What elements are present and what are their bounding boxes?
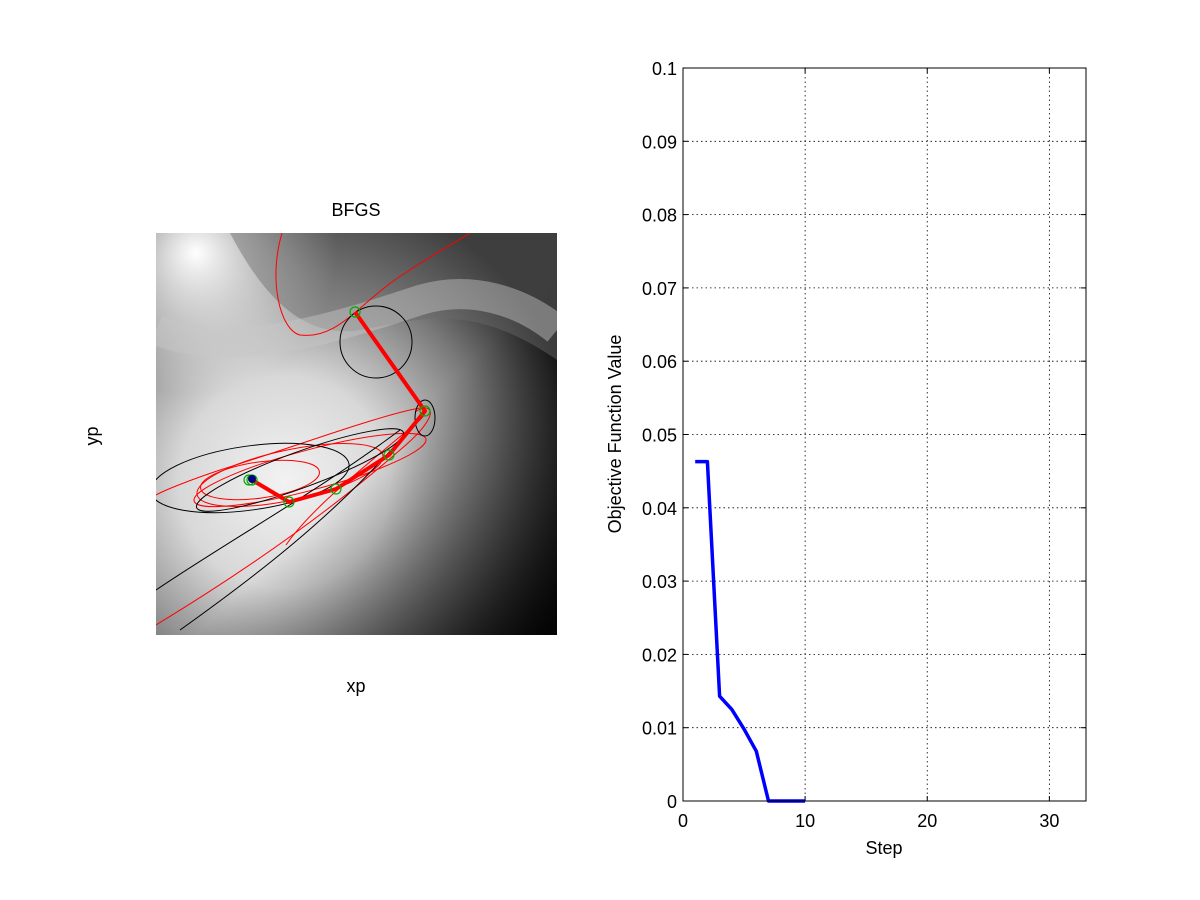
tick-marks xyxy=(682,67,1086,802)
y-tick-label: 0.1 xyxy=(652,59,677,79)
line-ylabel: Objective Function Value xyxy=(605,335,625,534)
x-tick-label: 0 xyxy=(678,811,688,831)
y-tick-label: 0.04 xyxy=(642,499,677,519)
start-marker xyxy=(248,475,256,483)
x-tick-labels: 0 10 20 30 xyxy=(678,811,1059,831)
series-layer xyxy=(695,459,806,803)
x-tick-label: 30 xyxy=(1039,811,1059,831)
optimization-path xyxy=(250,310,427,504)
contour-xlabel: xp xyxy=(346,676,365,696)
y-tick-label: 0.05 xyxy=(642,426,677,446)
contour-image xyxy=(156,233,557,635)
contour-title: BFGS xyxy=(331,200,380,220)
y-tick-label: 0.07 xyxy=(642,279,677,299)
plot-frame xyxy=(682,67,1087,802)
y-tick-labels: 0 0.01 0.02 0.03 0.04 0.05 0.06 0.07 0.08 0.09 0.1 xyxy=(642,59,677,812)
y-tick-label: 0.01 xyxy=(642,719,677,739)
red-contours xyxy=(156,233,471,626)
x-tick-label: 10 xyxy=(795,811,815,831)
series-line-0 xyxy=(695,459,806,803)
grid-lines xyxy=(683,68,1086,801)
line-chart-panel: 0 10 20 30 0 0.01 0.02 0.03 0.04 0.05 0.06 0.07 0.0… xyxy=(605,59,1087,858)
y-tick-label: 0.08 xyxy=(642,206,677,226)
y-tick-label: 0.03 xyxy=(642,572,677,592)
contour-ylabel: yp xyxy=(82,426,102,445)
contour-panel: BFGS xyxy=(82,200,557,696)
black-contours xyxy=(156,305,436,631)
x-tick-label: 20 xyxy=(917,811,937,831)
y-tick-label: 0.02 xyxy=(642,645,677,665)
y-tick-label: 0.06 xyxy=(642,352,677,372)
y-tick-label: 0.09 xyxy=(642,132,677,152)
y-tick-label: 0 xyxy=(667,792,677,812)
line-xlabel: Step xyxy=(865,838,902,858)
